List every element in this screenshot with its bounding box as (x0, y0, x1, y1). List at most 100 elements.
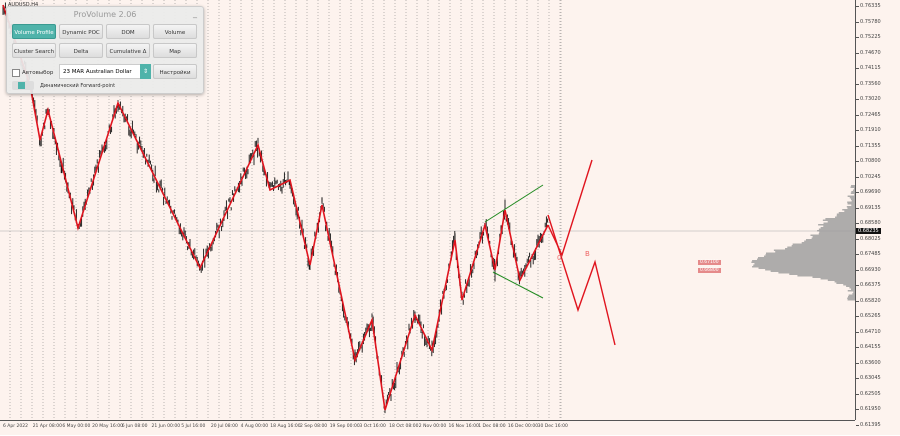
volume-profile-bar (853, 291, 855, 293)
y-tick: 0.69690 (856, 189, 881, 195)
volume-profile-bar (757, 258, 855, 260)
volume-profile-bar (817, 230, 855, 232)
y-tick: 0.64710 (856, 328, 881, 335)
zigzag-line (2, 4, 549, 411)
y-tick: 0.62505 (856, 390, 881, 397)
volume-profile-bar (758, 257, 855, 259)
time-axis[interactable]: 6 Apr 2022 21 Apr 08:00 6 May 00:00 20 May … (0, 420, 855, 436)
y-tick: 0.66930 (856, 266, 881, 273)
volume-profile-bar (765, 254, 855, 256)
auto-select-checkbox[interactable]: Автовыбор (12, 69, 53, 77)
volume-profile-bar (789, 273, 855, 275)
volume-profile-bar (810, 234, 855, 236)
panel-button-cumulative-[interactable]: Cumulative Δ (106, 43, 150, 58)
y-tick: 0.65265 (856, 313, 881, 319)
price-axis[interactable]: 0.76335 0.75780 0.75225 0.74670 0.74115 0.735… (855, 0, 900, 428)
x-tick: 21 Apr 08:00 (32, 424, 63, 429)
volume-profile-bar (834, 281, 855, 283)
volume-profile-bar (811, 237, 855, 239)
settings-button[interactable]: Настройки (153, 64, 197, 79)
volume-profile-bar (850, 198, 855, 200)
volume-profile-bar (836, 213, 855, 215)
y-tick: 0.63600 (856, 359, 881, 366)
volume-profile-bar (847, 203, 855, 205)
volume-profile-bar (804, 240, 855, 242)
volume-profile-bar (754, 263, 855, 265)
volume-profile-bar (836, 215, 855, 217)
volume-profile-bar (822, 219, 855, 221)
volume-profile-bar (827, 279, 855, 281)
panel-button-dynamic-poc[interactable]: Dynamic POC (59, 24, 103, 39)
volume-profile-bar (836, 282, 855, 284)
volume-profile-bar (850, 192, 855, 194)
x-tick: 3 Oct 16:00 (359, 424, 386, 429)
x-tick: 1 Dec 08:00 (478, 424, 506, 429)
y-tick: 0.74115 (856, 65, 881, 71)
y-tick: 0.71355 (856, 142, 881, 149)
toggle-icon[interactable] (12, 81, 34, 90)
volume-profile-bar (823, 222, 855, 224)
volume-profile-bar (851, 204, 855, 206)
panel-button-map[interactable]: Map (153, 43, 197, 58)
volume-profile-bar (792, 243, 855, 245)
volume-profile-bar (849, 197, 855, 199)
forward-point-toggle[interactable]: Динамический Forward-point (12, 81, 115, 90)
x-tick: 20 May 16:00 (92, 424, 123, 429)
volume-profile-bar (765, 252, 855, 254)
volume-profile-bar (846, 206, 855, 208)
volume-profile-bar (812, 276, 855, 278)
volume-profile-bar (849, 287, 855, 289)
volume-profile-bar (812, 236, 855, 238)
volume-profile-bar (851, 200, 855, 202)
checkbox-icon[interactable] (12, 69, 20, 77)
panel-button-delta[interactable]: Delta (59, 43, 103, 58)
volume-profile-bar (847, 195, 855, 197)
y-tick: 0.64155 (856, 344, 881, 350)
volume-profile-bar (819, 231, 855, 233)
instrument-select[interactable]: 23 MAR Australian Dollar (59, 64, 151, 79)
volume-profile-bar (775, 251, 855, 253)
y-tick: 0.76335 (856, 3, 881, 9)
panel-button-cluster-search[interactable]: Cluster Search (12, 43, 56, 58)
y-tick: 0.68580 (856, 220, 881, 226)
minimize-button[interactable]: _ (193, 9, 197, 18)
y-tick: 0.69135 (856, 204, 881, 211)
volume-profile-bar (765, 269, 855, 271)
wave-label-b: B (585, 250, 590, 258)
x-tick: 18 Oct 08:00 (389, 424, 419, 429)
volume-profile-bar (847, 207, 855, 209)
volume-profile-bar (852, 189, 855, 191)
y-tick: 0.61950 (856, 406, 881, 412)
panel-button-volume[interactable]: Volume (153, 24, 197, 39)
panel-button-dom[interactable]: DOM (106, 24, 150, 39)
volume-profile-bar (848, 296, 855, 298)
volume-profile-bar (751, 261, 855, 263)
y-tick: 0.72465 (856, 111, 881, 118)
y-tick: 0.71910 (856, 127, 881, 133)
panel-button-volume-profile[interactable]: Volume Profile (12, 24, 56, 39)
volume-profile-bar (854, 188, 855, 190)
projection-up-line (547, 159, 593, 257)
level-label-1: 0.67100 (698, 260, 721, 265)
instrument-spinner-icon[interactable]: ⇕ (140, 64, 151, 79)
provolume-panel: ProVolume 2.06 _ Volume Profile Dynamic P… (6, 6, 204, 94)
symbol-label: AUDUSD,H4 (8, 2, 39, 8)
volume-profile-bar (818, 233, 855, 235)
level-label-2: 0.66800 (698, 268, 721, 273)
x-tick: 6 May 00:00 (62, 424, 91, 429)
x-tick: 16 Nov 16:00 (448, 424, 479, 429)
y-tick: 0.73020 (856, 96, 881, 102)
y-tick: 0.65820 (856, 297, 881, 304)
volume-profile-bar (851, 185, 855, 187)
volume-profile-bar (805, 239, 855, 241)
volume-profile-bar (778, 272, 855, 274)
volume-profile-bar (846, 285, 855, 287)
volume-profile-bar (847, 201, 855, 203)
volume-profile-bar (770, 270, 855, 272)
x-tick: 2 Nov 00:00 (418, 424, 447, 429)
volume-profile-bar (848, 294, 855, 296)
volume-profile-bar (842, 209, 855, 211)
triangle-lower-line (492, 271, 544, 299)
volume-profile-bar (787, 246, 855, 248)
x-tick: 18 Aug 16:00 (270, 424, 301, 429)
